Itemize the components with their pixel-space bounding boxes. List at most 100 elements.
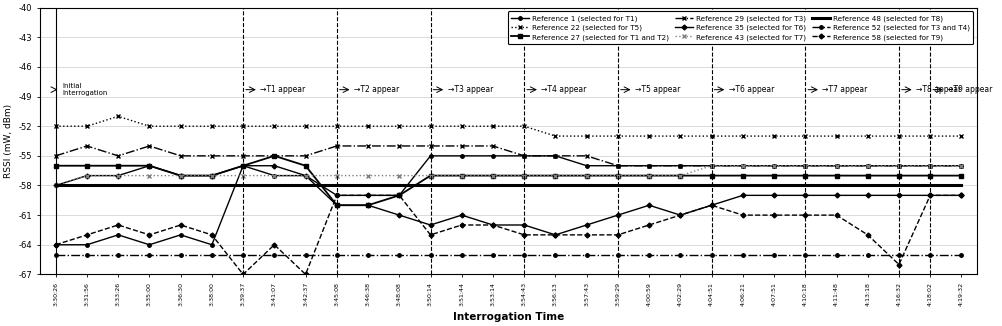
Reference 58 (selected for T9) (456, 223, 468, 227)
Reference 35 (selected for T6) (50, 184, 62, 187)
Reference 58 (selected for T9) (862, 233, 874, 237)
Reference 43 (selected for T7) (800, 164, 812, 168)
Reference 48 (selected for T8) (362, 184, 374, 187)
Reference 52 (selected for T3 and T4) (518, 253, 530, 257)
Reference 35 (selected for T6) (205, 174, 217, 178)
Reference 29 (selected for T3) (425, 144, 437, 148)
Reference 43 (selected for T7) (736, 164, 748, 168)
Reference 58 (selected for T9) (705, 203, 717, 207)
Reference 22 (selected for T5) (300, 124, 312, 128)
Reference 27 (selected for T1 and T2) (143, 164, 155, 168)
Reference 48 (selected for T8) (174, 184, 186, 187)
Reference 22 (selected for T5) (674, 134, 686, 138)
Reference 29 (selected for T3) (50, 154, 62, 158)
Reference 27 (selected for T1 and T2) (487, 174, 499, 178)
Reference 35 (selected for T6) (549, 233, 561, 237)
Reference 48 (selected for T8) (924, 184, 936, 187)
Reference 35 (selected for T6) (487, 223, 499, 227)
Reference 29 (selected for T3) (862, 164, 874, 168)
Reference 29 (selected for T3) (705, 164, 717, 168)
Reference 48 (selected for T8) (736, 184, 748, 187)
Reference 58 (selected for T9) (393, 193, 405, 197)
Reference 48 (selected for T8) (612, 184, 624, 187)
Reference 27 (selected for T1 and T2) (269, 154, 281, 158)
Reference 48 (selected for T8) (456, 184, 468, 187)
Reference 29 (selected for T3) (736, 164, 748, 168)
Reference 35 (selected for T6) (425, 223, 437, 227)
Reference 1 (selected for T1) (331, 193, 343, 197)
Reference 27 (selected for T1 and T2) (800, 174, 812, 178)
Reference 29 (selected for T3) (893, 164, 905, 168)
Reference 1 (selected for T1) (425, 154, 437, 158)
Reference 35 (selected for T6) (456, 213, 468, 217)
Reference 22 (selected for T5) (612, 134, 624, 138)
Reference 1 (selected for T1) (800, 164, 812, 168)
Reference 43 (selected for T7) (862, 164, 874, 168)
Line: Reference 1 (selected for T1): Reference 1 (selected for T1) (54, 154, 963, 246)
Reference 35 (selected for T6) (174, 174, 186, 178)
Reference 48 (selected for T8) (269, 184, 281, 187)
Reference 52 (selected for T3 and T4) (50, 253, 62, 257)
Reference 22 (selected for T5) (549, 134, 561, 138)
Reference 22 (selected for T5) (487, 124, 499, 128)
Reference 48 (selected for T8) (487, 184, 499, 187)
Reference 52 (selected for T3 and T4) (300, 253, 312, 257)
Reference 22 (selected for T5) (205, 124, 217, 128)
Reference 52 (selected for T3 and T4) (862, 253, 874, 257)
Reference 22 (selected for T5) (81, 124, 93, 128)
Reference 22 (selected for T5) (393, 124, 405, 128)
Text: →T4 appear: →T4 appear (541, 85, 587, 94)
Reference 1 (selected for T1) (643, 164, 655, 168)
Reference 27 (selected for T1 and T2) (425, 174, 437, 178)
Reference 52 (selected for T3 and T4) (580, 253, 592, 257)
Reference 1 (selected for T1) (831, 164, 843, 168)
Reference 43 (selected for T7) (269, 174, 281, 178)
Reference 27 (selected for T1 and T2) (893, 174, 905, 178)
Reference 27 (selected for T1 and T2) (956, 174, 968, 178)
Reference 58 (selected for T9) (205, 233, 217, 237)
Reference 35 (selected for T6) (800, 193, 812, 197)
Reference 35 (selected for T6) (269, 164, 281, 168)
Reference 1 (selected for T1) (487, 154, 499, 158)
Reference 27 (selected for T1 and T2) (518, 174, 530, 178)
Reference 1 (selected for T1) (924, 164, 936, 168)
Reference 52 (selected for T3 and T4) (269, 253, 281, 257)
Reference 35 (selected for T6) (924, 193, 936, 197)
Reference 1 (selected for T1) (736, 164, 748, 168)
Reference 29 (selected for T3) (269, 154, 281, 158)
Reference 48 (selected for T8) (205, 184, 217, 187)
Reference 43 (selected for T7) (362, 174, 374, 178)
Reference 58 (selected for T9) (769, 213, 781, 217)
Reference 58 (selected for T9) (924, 193, 936, 197)
Reference 43 (selected for T7) (956, 164, 968, 168)
Reference 35 (selected for T6) (736, 193, 748, 197)
Reference 1 (selected for T1) (393, 193, 405, 197)
Reference 58 (selected for T9) (831, 213, 843, 217)
Reference 43 (selected for T7) (143, 174, 155, 178)
Reference 35 (selected for T6) (705, 203, 717, 207)
Reference 29 (selected for T3) (800, 164, 812, 168)
Reference 48 (selected for T8) (81, 184, 93, 187)
Reference 22 (selected for T5) (112, 114, 124, 118)
Reference 58 (selected for T9) (425, 233, 437, 237)
Reference 43 (selected for T7) (393, 174, 405, 178)
Reference 58 (selected for T9) (362, 193, 374, 197)
Reference 29 (selected for T3) (612, 164, 624, 168)
Reference 35 (selected for T6) (300, 174, 312, 178)
Reference 22 (selected for T5) (362, 124, 374, 128)
Reference 1 (selected for T1) (81, 243, 93, 247)
Reference 43 (selected for T7) (174, 174, 186, 178)
Reference 43 (selected for T7) (831, 164, 843, 168)
Reference 43 (selected for T7) (81, 174, 93, 178)
Reference 48 (selected for T8) (893, 184, 905, 187)
Reference 43 (selected for T7) (924, 164, 936, 168)
Reference 43 (selected for T7) (237, 174, 249, 178)
Reference 29 (selected for T3) (112, 154, 124, 158)
Text: →T9 appear: →T9 appear (947, 85, 993, 94)
Reference 35 (selected for T6) (643, 203, 655, 207)
Reference 48 (selected for T8) (769, 184, 781, 187)
Reference 35 (selected for T6) (331, 203, 343, 207)
Reference 52 (selected for T3 and T4) (331, 253, 343, 257)
Reference 48 (selected for T8) (425, 184, 437, 187)
Reference 43 (selected for T7) (205, 174, 217, 178)
